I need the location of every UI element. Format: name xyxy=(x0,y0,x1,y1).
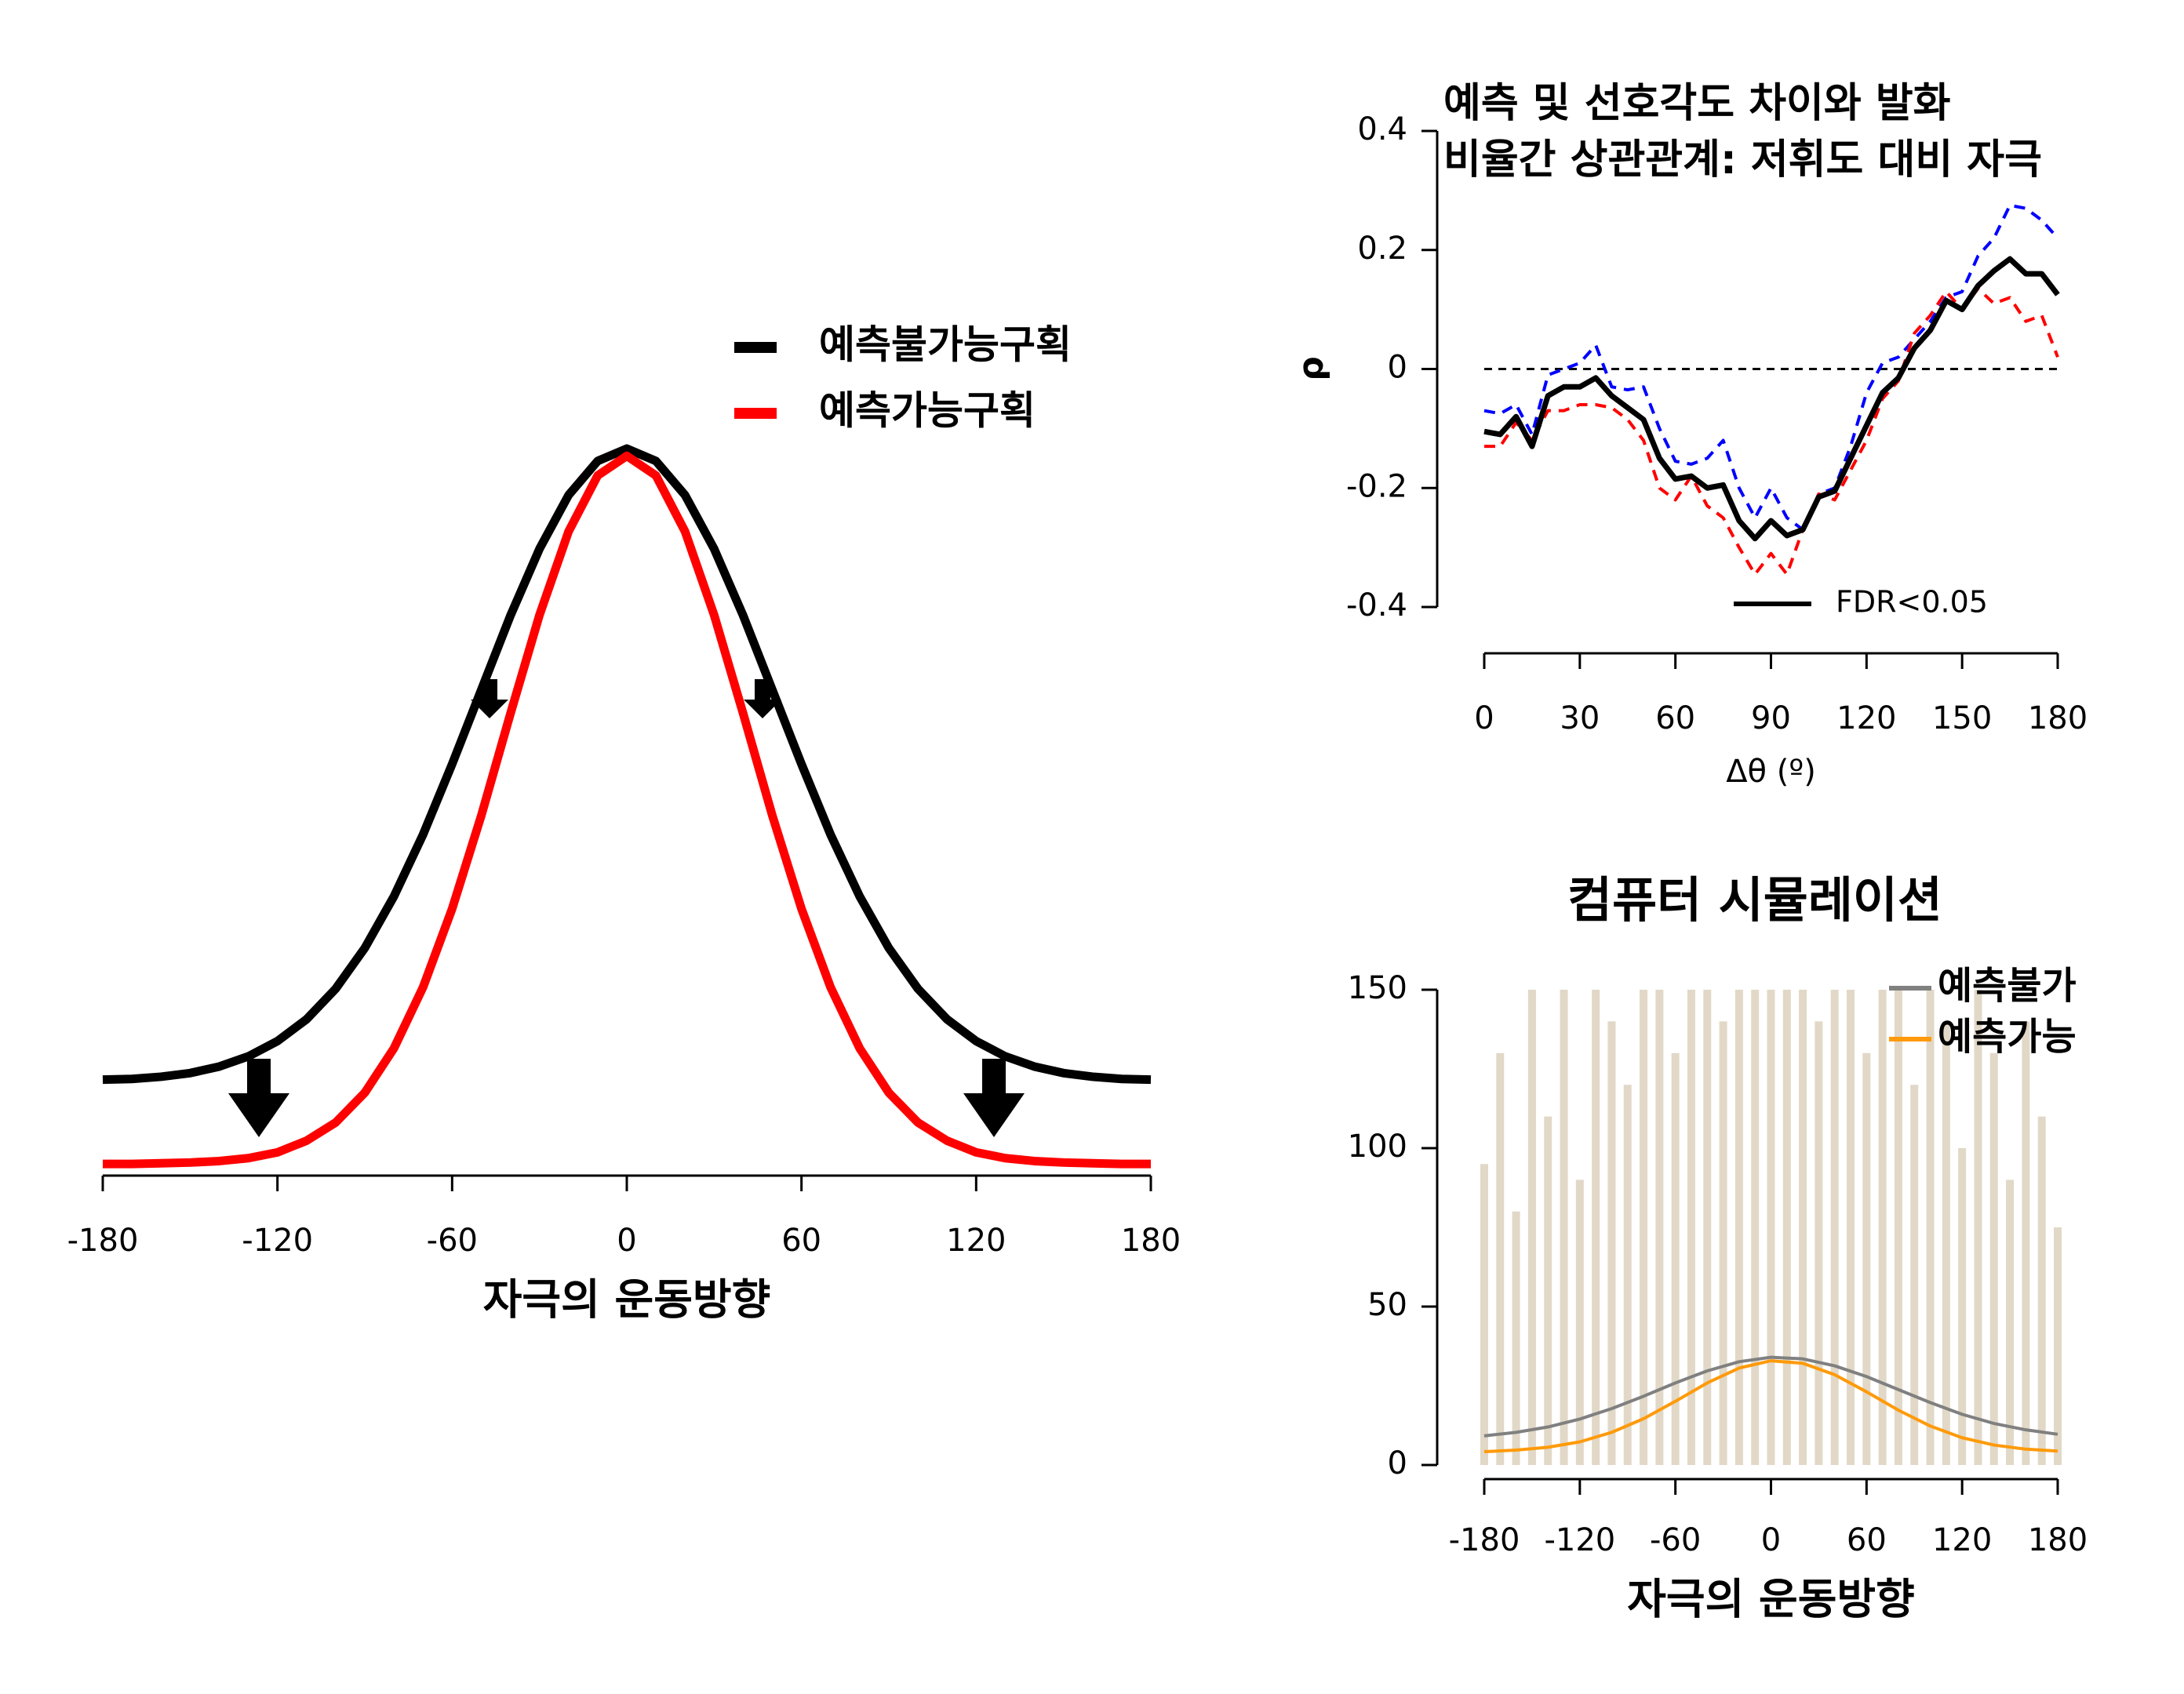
x-tick-label: 180 xyxy=(2028,700,2088,736)
y-tick-label: -0.4 xyxy=(1346,587,1407,623)
legend-label: 예측불가능구획 xyxy=(819,322,1072,368)
y-axis-label: ρ xyxy=(1291,356,1331,381)
x-tick-label: 0 xyxy=(1761,1522,1781,1558)
legend-label: FDR<0.05 xyxy=(1836,585,1988,620)
x-tick-label: 60 xyxy=(781,1223,821,1259)
chart-title: 컴퓨터 시뮬레이션 xyxy=(1567,871,1942,929)
x-axis-label: 자극의 운동방향 xyxy=(483,1275,771,1325)
x-tick-label: 120 xyxy=(1932,1522,1992,1558)
y-tick-label: 50 xyxy=(1367,1287,1407,1323)
y-tick-label: 0.2 xyxy=(1357,231,1407,267)
legend-label: 예측가능 xyxy=(1938,1015,2077,1059)
x-axis-label: Δθ (º) xyxy=(1726,754,1816,790)
data-line xyxy=(1483,203,2059,532)
x-tick-label: -60 xyxy=(1650,1522,1701,1558)
arrow xyxy=(963,1059,1025,1137)
x-tick-label: -120 xyxy=(242,1223,313,1259)
x-tick-label: 60 xyxy=(1655,700,1695,736)
y-tick-label: -0.2 xyxy=(1346,468,1407,504)
y-tick-label: 0.4 xyxy=(1357,111,1407,147)
x-tick-label: 90 xyxy=(1751,700,1791,736)
x-tick-label: 180 xyxy=(1121,1223,1181,1259)
x-tick-label: 60 xyxy=(1847,1522,1887,1558)
y-tick-label: 150 xyxy=(1348,970,1407,1006)
arrows xyxy=(228,679,1025,1137)
x-tick-label: 0 xyxy=(1474,700,1494,736)
y-tick-label: 0 xyxy=(1388,1445,1407,1481)
x-tick-label: -180 xyxy=(1449,1522,1520,1558)
arrow xyxy=(228,1059,289,1137)
chart-title: 예측 및 선호각도 차이와 발화 xyxy=(1443,80,1951,127)
arrow xyxy=(471,679,508,718)
legend-label: 예측불가 xyxy=(1938,964,2077,1008)
x-tick-label: -180 xyxy=(67,1223,139,1259)
legend-label: 예측가능구획 xyxy=(819,388,1036,434)
x-tick-label: 120 xyxy=(946,1223,1006,1259)
data-line xyxy=(1483,1359,2058,1454)
x-tick-label: 120 xyxy=(1836,700,1896,736)
x-tick-label: 0 xyxy=(617,1223,636,1259)
data-line xyxy=(1484,287,2059,576)
x-tick-label: 180 xyxy=(2028,1522,2088,1558)
y-tick-label: 100 xyxy=(1348,1129,1407,1165)
x-tick-label: -60 xyxy=(427,1223,478,1259)
y-tick-label: 0 xyxy=(1388,350,1407,386)
arrow xyxy=(744,679,781,718)
data-line xyxy=(1483,256,2060,542)
x-axis-label: 자극의 운동방향 xyxy=(1627,1575,1915,1624)
x-tick-label: 150 xyxy=(1932,700,1992,736)
data-line xyxy=(1483,1355,2058,1438)
data-line xyxy=(102,444,1152,1085)
x-tick-label: -120 xyxy=(1544,1522,1615,1558)
data-line xyxy=(103,451,1151,1169)
chart-title: 비율간 상관관계: 저휘도 대비 자극 xyxy=(1443,136,2042,184)
x-tick-label: 30 xyxy=(1560,700,1600,736)
